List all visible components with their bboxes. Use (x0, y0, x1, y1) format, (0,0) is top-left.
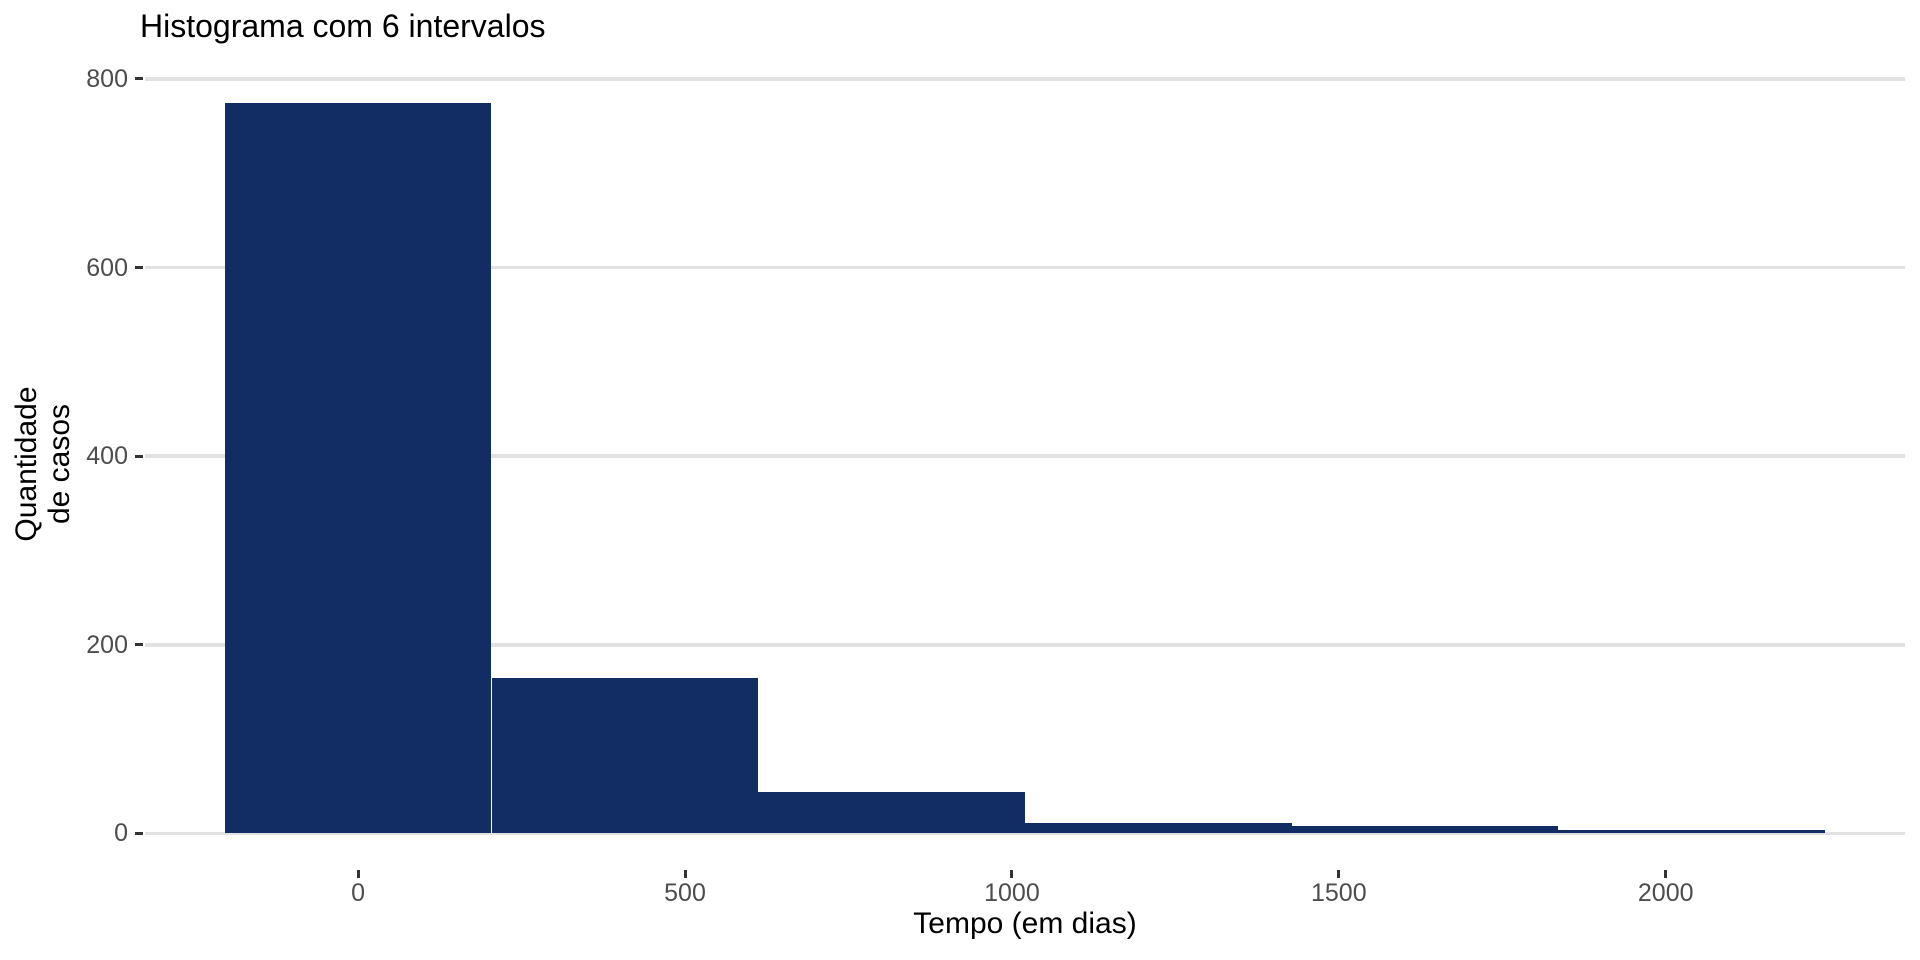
x-tick-mark-1000 (1010, 870, 1014, 878)
y-tick-mark-0 (135, 831, 143, 835)
y-tick-label-800: 800 (86, 64, 128, 93)
y-tick-mark-200 (135, 643, 143, 647)
gridline-y-600 (145, 265, 1905, 270)
gridline-y-800 (145, 77, 1905, 81)
histogram-bar-6 (1558, 829, 1826, 834)
x-tick-label-2000: 2000 (1637, 879, 1694, 907)
gridline-y-400 (145, 454, 1905, 458)
y-tick-mark-600 (135, 266, 143, 270)
y-tick-mark-400 (135, 454, 143, 458)
gridline-y-0 (145, 831, 1905, 836)
x-tick-mark-1500 (1337, 870, 1341, 878)
chart-title: Histograma com 6 intervalos (140, 8, 546, 44)
histogram-bar-1 (224, 102, 492, 834)
y-tick-label-0: 0 (114, 819, 128, 848)
y-tick-label-200: 200 (86, 630, 128, 659)
gridline-y-200 (145, 643, 1905, 647)
histogram-bar-3 (758, 791, 1025, 834)
x-tick-mark-500 (683, 870, 687, 878)
y-tick-label-600: 600 (86, 253, 128, 282)
x-tick-label-500: 500 (664, 879, 706, 907)
histogram-bar-4 (1025, 823, 1292, 834)
x-tick-label-1000: 1000 (984, 879, 1040, 907)
histogram-bar-5 (1291, 825, 1559, 834)
plot-panel (145, 66, 1905, 870)
x-tick-mark-0 (356, 870, 360, 878)
histogram-bar-2 (491, 677, 759, 834)
y-tick-mark-800 (135, 77, 143, 81)
x-axis-title: Tempo (em dias) (913, 907, 1137, 940)
x-tick-label-1500: 1500 (1311, 879, 1367, 907)
x-tick-label-0: 0 (351, 879, 366, 907)
x-tick-mark-2000 (1664, 870, 1668, 878)
y-tick-label-400: 400 (86, 442, 128, 471)
